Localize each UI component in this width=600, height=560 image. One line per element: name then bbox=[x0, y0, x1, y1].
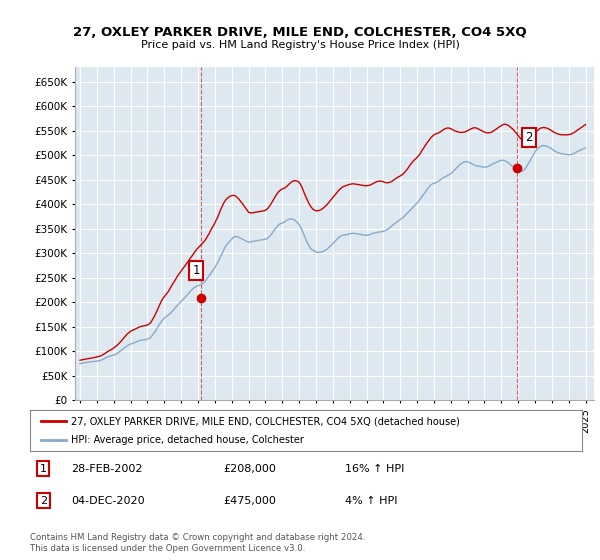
Text: £208,000: £208,000 bbox=[223, 464, 276, 474]
Text: 16% ↑ HPI: 16% ↑ HPI bbox=[344, 464, 404, 474]
Text: HPI: Average price, detached house, Colchester: HPI: Average price, detached house, Colc… bbox=[71, 435, 304, 445]
Text: 28-FEB-2002: 28-FEB-2002 bbox=[71, 464, 143, 474]
Text: 1: 1 bbox=[40, 464, 47, 474]
Text: 4% ↑ HPI: 4% ↑ HPI bbox=[344, 496, 397, 506]
Text: 2: 2 bbox=[40, 496, 47, 506]
Text: 27, OXLEY PARKER DRIVE, MILE END, COLCHESTER, CO4 5XQ (detached house): 27, OXLEY PARKER DRIVE, MILE END, COLCHE… bbox=[71, 417, 460, 426]
Text: £475,000: £475,000 bbox=[223, 496, 276, 506]
Text: 04-DEC-2020: 04-DEC-2020 bbox=[71, 496, 145, 506]
Text: Price paid vs. HM Land Registry's House Price Index (HPI): Price paid vs. HM Land Registry's House … bbox=[140, 40, 460, 50]
Text: 1: 1 bbox=[193, 264, 200, 277]
Text: 27, OXLEY PARKER DRIVE, MILE END, COLCHESTER, CO4 5XQ: 27, OXLEY PARKER DRIVE, MILE END, COLCHE… bbox=[73, 26, 527, 39]
Text: 2: 2 bbox=[525, 130, 533, 144]
Text: Contains HM Land Registry data © Crown copyright and database right 2024.
This d: Contains HM Land Registry data © Crown c… bbox=[30, 534, 365, 553]
